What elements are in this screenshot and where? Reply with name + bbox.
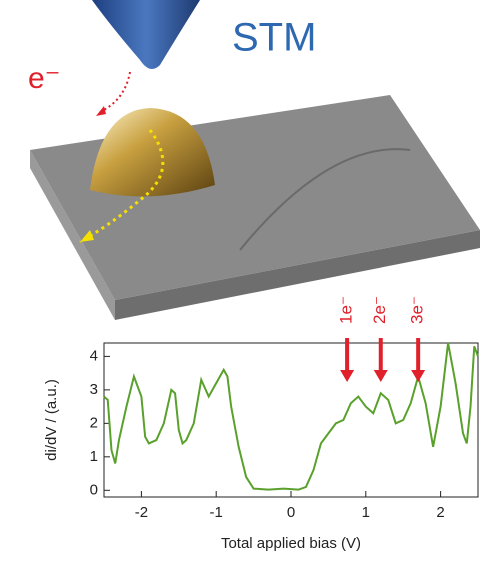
data-line bbox=[104, 343, 478, 490]
figure: STM e⁻ -2 -1 0 1 2 0 1 2 3 4 Total applied bias (V… bbox=[0, 0, 487, 557]
arrow-head bbox=[96, 106, 106, 116]
x-tick-label: -2 bbox=[135, 504, 148, 521]
annotation-arrowhead bbox=[340, 370, 354, 382]
y-tick-label: 4 bbox=[90, 347, 98, 364]
dome bbox=[90, 108, 215, 196]
y-axis-label: di/dV / (a.u.) bbox=[43, 379, 60, 461]
annotation-arrowhead bbox=[374, 370, 388, 382]
y-tick-label: 2 bbox=[90, 414, 98, 431]
x-tick-label: 2 bbox=[436, 504, 444, 521]
illustration: STM e⁻ bbox=[28, 0, 480, 320]
x-tick-label: -1 bbox=[210, 504, 223, 521]
y-tick-label: 3 bbox=[90, 381, 98, 398]
annotation-label: 3e⁻ bbox=[408, 296, 427, 324]
plot: -2 -1 0 1 2 0 1 2 3 4 Total applied bias (V) di/dV … bbox=[43, 296, 478, 552]
x-tick-label: 1 bbox=[362, 504, 370, 521]
tunnel-arrow bbox=[100, 72, 130, 112]
stm-tip bbox=[92, 0, 200, 69]
annotation-arrowhead bbox=[411, 370, 425, 382]
annotation-label: 1e⁻ bbox=[337, 296, 356, 324]
y-tick-label: 0 bbox=[90, 481, 98, 498]
x-tick-label: 0 bbox=[287, 504, 295, 521]
x-axis-label: Total applied bias (V) bbox=[221, 535, 361, 552]
electron-label: e⁻ bbox=[28, 62, 61, 95]
y-tick-label: 1 bbox=[90, 448, 98, 465]
stm-label: STM bbox=[232, 16, 316, 60]
plot-frame bbox=[104, 343, 478, 497]
annotation-label: 2e⁻ bbox=[370, 296, 389, 324]
